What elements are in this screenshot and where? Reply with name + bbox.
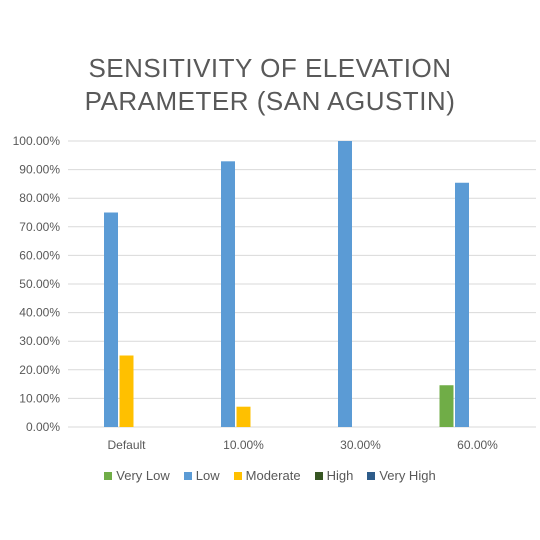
x-tick-label: 30.00% bbox=[340, 438, 381, 452]
bar-very-low bbox=[439, 385, 454, 427]
y-tick-label: 100.00% bbox=[13, 134, 61, 148]
legend-swatch bbox=[367, 471, 376, 480]
chart-legend: Very Low Low Moderate High Very High bbox=[0, 468, 540, 483]
bar-low bbox=[455, 182, 469, 427]
y-tick-label: 40.00% bbox=[19, 306, 60, 320]
legend-item: High bbox=[314, 468, 354, 483]
legend-swatch bbox=[183, 471, 192, 480]
legend-label: Very High bbox=[379, 468, 436, 483]
legend-swatch bbox=[233, 471, 242, 480]
bar-low bbox=[338, 141, 352, 427]
legend-swatch bbox=[104, 471, 113, 480]
legend-item: Low bbox=[183, 468, 220, 483]
legend-item: Very High bbox=[367, 468, 436, 483]
y-tick-label: 60.00% bbox=[19, 248, 60, 262]
legend-label: Very Low bbox=[116, 468, 170, 483]
chart-title: SENSITIVITY OF ELEVATION PARAMETER (SAN … bbox=[84, 53, 456, 116]
bar-moderate bbox=[119, 355, 134, 427]
legend-label: High bbox=[326, 468, 354, 483]
y-tick-label: 10.00% bbox=[19, 391, 60, 405]
x-tick-label: 10.00% bbox=[223, 438, 264, 452]
legend-item: Moderate bbox=[233, 468, 301, 483]
legend-label: Low bbox=[195, 468, 220, 483]
x-tick-label: 60.00% bbox=[457, 438, 498, 452]
y-tick-label: 0.00% bbox=[26, 420, 60, 434]
legend-item: Very Low bbox=[104, 468, 170, 483]
bar-low bbox=[104, 212, 118, 427]
y-tick-label: 90.00% bbox=[19, 163, 60, 177]
y-tick-label: 50.00% bbox=[19, 277, 60, 291]
legend-swatch bbox=[314, 471, 323, 480]
y-tick-label: 20.00% bbox=[19, 363, 60, 377]
y-tick-label: 30.00% bbox=[19, 334, 60, 348]
y-tick-label: 80.00% bbox=[19, 191, 60, 205]
bar-low bbox=[221, 161, 235, 427]
bar-moderate bbox=[236, 406, 251, 427]
y-tick-label: 70.00% bbox=[19, 220, 60, 234]
legend-label: Moderate bbox=[245, 468, 301, 483]
x-tick-label: Default bbox=[107, 438, 146, 452]
